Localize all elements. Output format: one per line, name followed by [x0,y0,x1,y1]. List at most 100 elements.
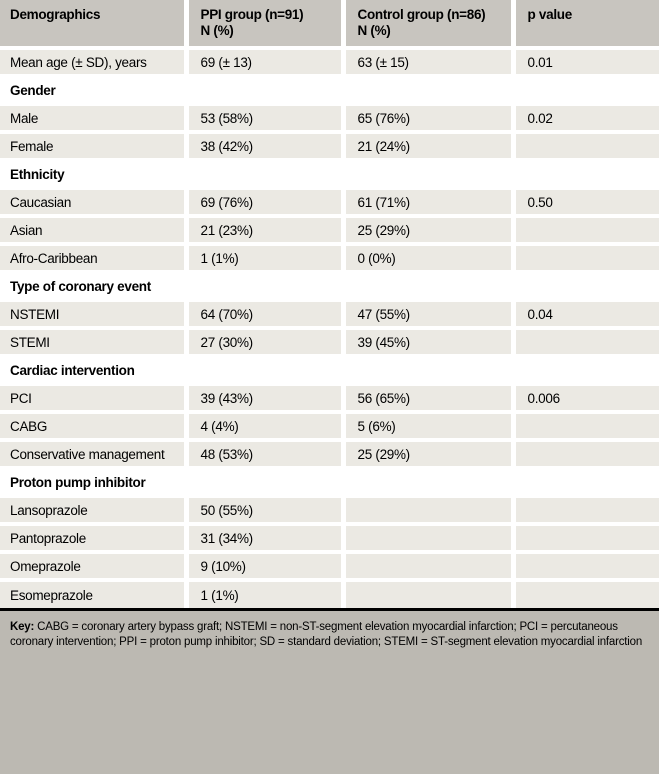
ppi-value-cell: 48 (53%) [183,438,343,468]
table-row: NSTEMI 64 (70%) 47 (55%) 0.04 [0,298,659,328]
ppi-value-cell: 38 (42%) [183,130,343,160]
row-label-cell: Omeprazole [0,550,186,580]
column-header-sublabel: N (%) [357,23,391,38]
column-header-control-group: Control group (n=86) N (%) [340,0,513,48]
table-key: Key: CABG = coronary artery bypass graft… [0,611,659,774]
control-value-cell: 63 (± 15) [340,46,513,76]
p-value-cell [510,522,659,552]
ppi-value-cell: 21 (23%) [183,214,343,244]
p-value-cell [510,494,659,524]
section-title: Gender [0,74,659,104]
table-row: Asian 21 (23%) 25 (29%) [0,214,659,244]
table-row: Mean age (± SD), years 69 (± 13) 63 (± 15)… [0,46,659,76]
section-title: Type of coronary event [0,270,659,300]
ppi-value-cell: 64 (70%) [183,298,343,328]
ppi-value-cell: 9 (10%) [183,550,343,580]
control-value-cell [340,494,513,524]
section-header-row: Proton pump inhibitor [0,466,659,496]
ppi-value-cell: 27 (30%) [183,326,343,356]
section-header-row: Ethnicity [0,158,659,188]
row-label-cell: Mean age (± SD), years [0,46,186,76]
section-header-row: Gender [0,74,659,104]
row-label-cell: Pantoprazole [0,522,186,552]
p-value-cell: 0.50 [510,186,659,216]
table-row: Afro-Caribbean 1 (1%) 0 (0%) [0,242,659,272]
control-value-cell [340,522,513,552]
key-text: CABG = coronary artery bypass graft; NST… [10,621,643,648]
table-row: Pantoprazole 31 (34%) [0,522,659,552]
ppi-value-cell: 39 (43%) [183,382,343,412]
control-value-cell: 25 (29%) [340,214,513,244]
row-label-cell: Conservative management [0,438,186,468]
control-value-cell: 0 (0%) [340,242,513,272]
p-value-cell: 0.04 [510,298,659,328]
column-header-label: p value [527,7,573,22]
control-value-cell: 61 (71%) [340,186,513,216]
table-row: Female 38 (42%) 21 (24%) [0,130,659,160]
column-header-p-value: p value [510,0,659,48]
table-row: Male 53 (58%) 65 (76%) 0.02 [0,102,659,132]
section-title: Ethnicity [0,158,659,188]
control-value-cell: 5 (6%) [340,410,513,440]
ppi-value-cell: 53 (58%) [183,102,343,132]
row-label-cell: Esomeprazole [0,578,186,608]
column-header-label: Demographics [10,7,101,22]
column-header-label: PPI group (n=91) [200,7,304,22]
table-row: Conservative management 48 (53%) 25 (29%) [0,438,659,468]
table-row: CABG 4 (4%) 5 (6%) [0,410,659,440]
p-value-cell [510,214,659,244]
p-value-cell [510,438,659,468]
table-row: PCI 39 (43%) 56 (65%) 0.006 [0,382,659,412]
p-value-cell: 0.006 [510,382,659,412]
ppi-value-cell: 1 (1%) [183,578,343,608]
row-label-cell: STEMI [0,326,186,356]
ppi-value-cell: 69 (± 13) [183,46,343,76]
table-row: STEMI 27 (30%) 39 (45%) [0,326,659,356]
row-label-cell: Caucasian [0,186,186,216]
control-value-cell [340,550,513,580]
row-label-cell: Asian [0,214,186,244]
section-title: Cardiac intervention [0,354,659,384]
row-label-cell: NSTEMI [0,298,186,328]
row-label-cell: CABG [0,410,186,440]
p-value-cell [510,410,659,440]
p-value-cell [510,130,659,160]
control-value-cell: 65 (76%) [340,102,513,132]
table-row: Caucasian 69 (76%) 61 (71%) 0.50 [0,186,659,216]
table-body: Mean age (± SD), years 69 (± 13) 63 (± 15)… [0,46,659,608]
p-value-cell: 0.01 [510,46,659,76]
section-title: Proton pump inhibitor [0,466,659,496]
p-value-cell [510,578,659,608]
ppi-value-cell: 69 (76%) [183,186,343,216]
demographics-table: Demographics PPI group (n=91) N (%) Cont… [0,0,659,608]
p-value-cell [510,550,659,580]
section-header-row: Type of coronary event [0,270,659,300]
control-value-cell: 39 (45%) [340,326,513,356]
control-value-cell [340,578,513,608]
table-row: Omeprazole 9 (10%) [0,550,659,580]
ppi-value-cell: 50 (55%) [183,494,343,524]
table-header-row: Demographics PPI group (n=91) N (%) Cont… [0,0,659,48]
control-value-cell: 56 (65%) [340,382,513,412]
bottom-rule [0,608,659,611]
control-value-cell: 47 (55%) [340,298,513,328]
control-value-cell: 25 (29%) [340,438,513,468]
column-header-demographics: Demographics [0,0,186,48]
ppi-value-cell: 31 (34%) [183,522,343,552]
key-label: Key: [10,621,35,633]
row-label-cell: Female [0,130,186,160]
control-value-cell: 21 (24%) [340,130,513,160]
row-label-cell: Lansoprazole [0,494,186,524]
row-label-cell: Afro-Caribbean [0,242,186,272]
row-label-cell: PCI [0,382,186,412]
section-header-row: Cardiac intervention [0,354,659,384]
column-header-sublabel: N (%) [200,23,234,38]
p-value-cell [510,242,659,272]
p-value-cell [510,326,659,356]
column-header-ppi-group: PPI group (n=91) N (%) [183,0,343,48]
p-value-cell: 0.02 [510,102,659,132]
ppi-value-cell: 4 (4%) [183,410,343,440]
table-row: Esomeprazole 1 (1%) [0,578,659,608]
row-label-cell: Male [0,102,186,132]
